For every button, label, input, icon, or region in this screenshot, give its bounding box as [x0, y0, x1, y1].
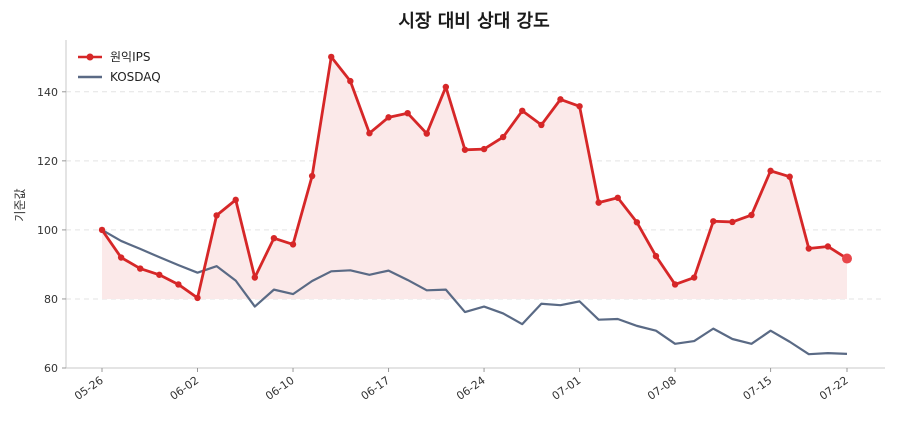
x-tick-label: 06-10: [263, 374, 297, 403]
chart-title: 시장 대비 상대 강도: [398, 11, 549, 32]
data-point: [347, 77, 354, 85]
x-tick-label: 05-26: [72, 374, 106, 403]
data-point: [137, 265, 144, 272]
data-point: [480, 145, 488, 153]
data-point: [308, 172, 316, 180]
data-point: [156, 271, 163, 278]
y-tick-label: 100: [37, 224, 58, 237]
legend-marker-series-0: [86, 53, 94, 61]
data-point: [767, 167, 774, 175]
data-point: [213, 212, 220, 219]
x-tick-label: 07-22: [817, 374, 851, 403]
data-point: [710, 218, 717, 225]
x-tick-label: 06-02: [168, 374, 202, 403]
y-ticks: 60 80 100 120 140: [37, 86, 66, 375]
data-point: [671, 281, 679, 288]
y-axis-label: 기준값: [13, 188, 27, 221]
x-tick-label: 07-15: [741, 374, 775, 403]
data-point: [652, 252, 660, 260]
y-tick-label: 60: [44, 362, 58, 375]
x-tick-label: 06-17: [359, 374, 393, 403]
data-point: [175, 281, 182, 288]
x-ticks: 05-26 06-02 06-10 06-17 06-24 07-01 07-08 07-15…: [72, 368, 851, 403]
data-point: [786, 173, 793, 180]
data-point: [461, 146, 469, 153]
data-point: [442, 83, 450, 91]
data-point: [270, 234, 278, 242]
data-point: [366, 130, 373, 137]
y-tick-label: 120: [37, 155, 58, 168]
series-0-area: [102, 56, 847, 299]
last-data-point: [842, 253, 852, 264]
y-tick-label: 140: [37, 86, 58, 99]
data-point: [633, 219, 641, 226]
data-point: [748, 211, 755, 219]
data-point: [98, 226, 106, 234]
data-point: [117, 254, 125, 261]
data-point: [824, 243, 832, 250]
area-fill: [102, 56, 847, 299]
data-point: [328, 53, 335, 61]
series-line-wonik-ips: [100, 55, 848, 300]
y-tick-label: 80: [44, 293, 58, 306]
x-tick-label: 07-01: [550, 374, 584, 403]
legend: 원익IPS KOSDAQ: [72, 46, 182, 86]
data-point: [614, 194, 621, 201]
x-tick-label: 06-24: [454, 374, 488, 403]
data-point: [519, 107, 526, 114]
x-tick-label: 07-08: [645, 374, 679, 403]
series-line-kosdaq: [101, 228, 848, 356]
legend-label-series-1: KOSDAQ: [110, 70, 161, 84]
series-layer: [98, 53, 852, 356]
data-point: [251, 274, 259, 281]
data-point: [194, 294, 201, 302]
data-point: [232, 196, 239, 204]
data-point: [404, 109, 411, 117]
legend-box: [72, 46, 182, 86]
data-point: [385, 114, 392, 121]
data-point: [538, 121, 545, 129]
legend-label-series-0: 원익IPS: [110, 50, 150, 64]
data-point: [729, 218, 736, 226]
data-point: [289, 241, 297, 248]
data-point: [423, 130, 430, 137]
data-point: [557, 96, 564, 103]
data-point: [805, 245, 812, 252]
data-point: [595, 199, 602, 206]
data-point: [690, 274, 698, 281]
data-point: [499, 133, 507, 141]
data-point: [576, 103, 583, 110]
axes: [65, 40, 885, 369]
